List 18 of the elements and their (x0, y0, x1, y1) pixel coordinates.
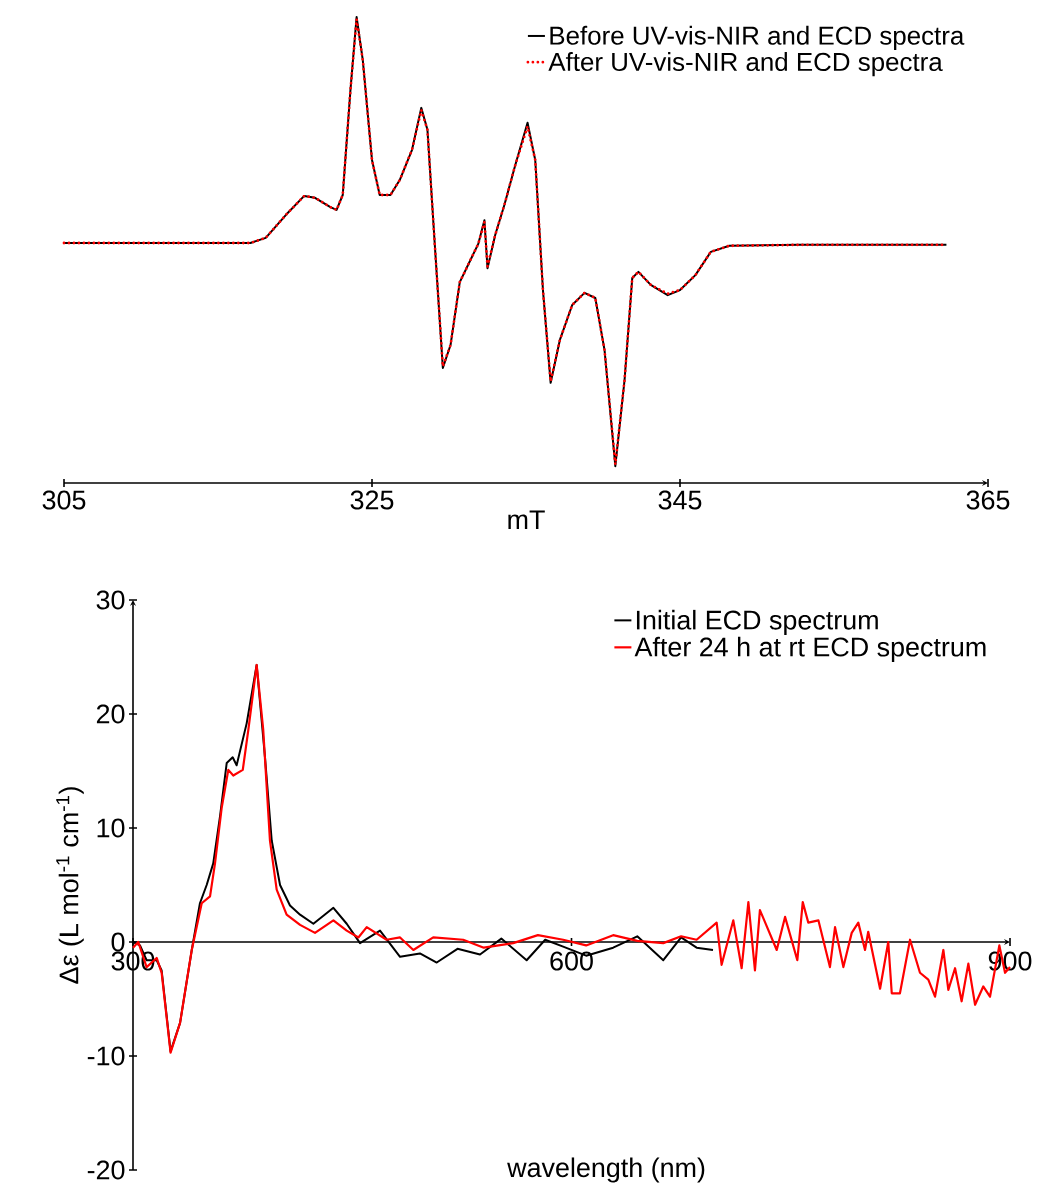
y-tick-label: -10 (87, 1046, 125, 1066)
legend-label: After 24 h at rt ECD spectrum (634, 636, 986, 662)
y-tick-label: 0 (111, 932, 125, 952)
y-tick-label: -20 (87, 1160, 125, 1180)
x-tick-label: 600 (550, 951, 593, 971)
legend-label: Before UV-vis-NIR and ECD spectra (550, 25, 965, 50)
legend-label: After UV-vis-NIR and ECD spectra (548, 52, 943, 77)
y-tick-label: 30 (96, 590, 125, 610)
y-axis-title: Δε (L mol$^{-1}$ cm$^{-1}$) (56, 787, 84, 984)
x-axis-title: wavelength (nm) (507, 1157, 705, 1183)
x-tick-label: 345 (658, 490, 702, 510)
x-axis-title: mT (508, 510, 545, 529)
y-tick-label: 20 (96, 704, 125, 724)
legend-label: Initial ECD spectrum (636, 609, 878, 635)
x-tick-label: 305 (42, 490, 86, 510)
x-tick-label: 325 (350, 490, 394, 510)
x-tick-label: 365 (966, 490, 1010, 510)
y-tick-label: 10 (97, 818, 125, 838)
